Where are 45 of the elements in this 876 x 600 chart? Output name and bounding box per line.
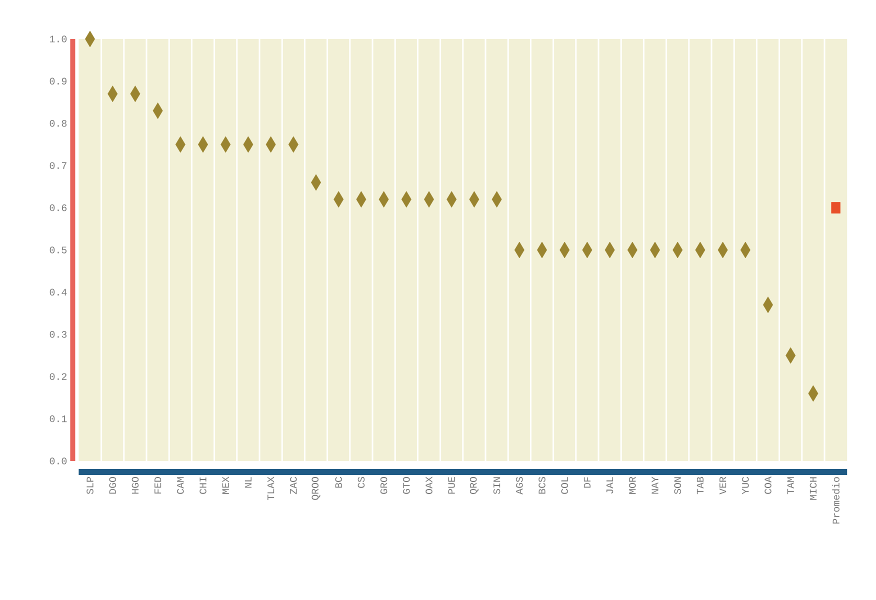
y-tick-label: 0.5 xyxy=(50,246,67,254)
y-tick-label: 0.2 xyxy=(50,373,66,380)
y-tick-label: 0.8 xyxy=(50,120,67,127)
y-tick-label: 0.3 xyxy=(50,330,67,338)
y-tick-label: 0.1 xyxy=(50,415,67,422)
x-tick-label: QROO xyxy=(312,477,320,500)
y-tick-label: 0.4 xyxy=(50,288,67,296)
x-tick-label: COL xyxy=(561,477,568,494)
y-tick-label: 0.0 xyxy=(50,458,67,464)
x-tick-label: AGS xyxy=(516,477,523,494)
x-tick-label: DF xyxy=(584,477,590,488)
x-tick-label: YUC xyxy=(742,476,749,494)
x-tick-label: GTO xyxy=(403,477,410,494)
x-tick-label: ZAC xyxy=(290,476,297,494)
x-tick-label: CAM xyxy=(177,477,184,494)
y-tick-label: 0.7 xyxy=(50,162,66,169)
x-tick-label: SLP xyxy=(86,477,94,494)
x-tick-label: QRO xyxy=(470,477,478,494)
y-tick-label: 1.0 xyxy=(50,36,67,42)
x-tick-label: JAL xyxy=(606,477,614,494)
x-tick-label: TLAX xyxy=(268,476,274,500)
x-tick-label: CS xyxy=(358,477,365,488)
y-tick-label: 0.6 xyxy=(50,204,67,212)
x-tick-label: PUE xyxy=(448,477,455,494)
x-tick-label: FED xyxy=(154,477,162,494)
x-tick-label: VER xyxy=(720,476,726,494)
x-tick-label: SIN xyxy=(493,477,500,494)
x-tick-label: SON xyxy=(674,477,681,494)
x-tick-label: HGO xyxy=(132,477,139,494)
x-tick-label: TAM xyxy=(787,477,794,494)
x-tick-label: DGO xyxy=(109,477,116,494)
x-tick-label: NAY xyxy=(652,476,658,494)
x-tick-label: BC xyxy=(335,476,342,488)
x-tick-label: MEX xyxy=(222,476,229,494)
x-tick-label: MOR xyxy=(629,476,636,494)
x-tick-label: Promedio xyxy=(832,477,840,524)
x-tick-label: COA xyxy=(764,476,772,494)
x-tick-label: OAX xyxy=(426,476,432,494)
x-tick-label: BCS xyxy=(538,477,546,494)
x-tick-label: NL xyxy=(244,477,252,488)
x-tick-label: CHI xyxy=(200,478,206,494)
x-tick-label: TAB xyxy=(696,476,704,494)
y-tick-label: 0.9 xyxy=(50,78,67,85)
x-tick-label: MICH xyxy=(810,477,817,500)
x-tick-label: GRO xyxy=(380,477,388,494)
